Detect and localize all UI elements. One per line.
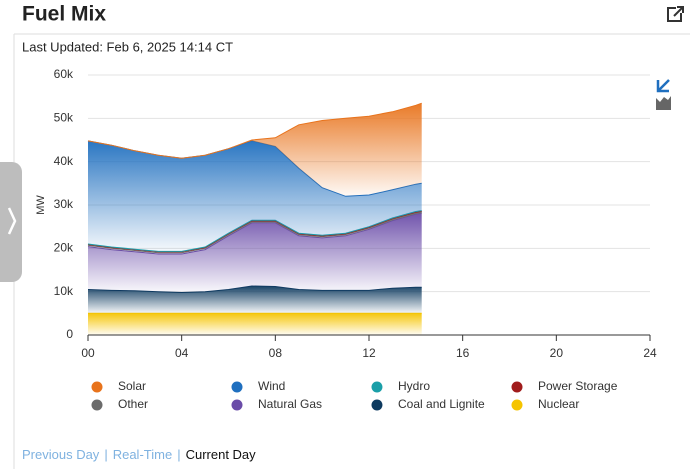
footer-links: Previous Day | Real-Time | Current Day [22,447,256,462]
area [88,140,422,252]
legend-swatch [371,399,383,411]
chart-tools[interactable] [656,79,671,110]
legend-swatch [511,399,523,411]
area-line [87,102,422,159]
legend-swatch [231,399,243,411]
y-axis-label: MW [35,195,47,215]
y-tick-label: 10k [54,284,74,298]
area [88,211,422,254]
y-tick-label: 60k [54,67,74,81]
legend-label: Hydro [398,379,430,393]
legend-swatch [511,381,523,393]
legend-label: Nuclear [538,397,579,411]
area [88,213,422,293]
y-tick-label: 0 [66,327,73,341]
area [88,103,422,197]
x-tick-label: 08 [269,346,283,360]
footer-separator: | [104,447,107,462]
footer-link[interactable]: Real-Time [113,447,172,462]
y-tick-label: 50k [54,111,74,125]
area [88,313,422,335]
legend-label: Other [118,397,148,411]
legend-swatch [371,381,383,393]
plot: 0 10k 20k 30k 40k 50k 60k 00 04 08 12 16 20 24 [54,67,657,360]
legend-label: Power Storage [538,379,618,393]
legend-label: Natural Gas [258,397,322,411]
legend-label: Coal and Lignite [398,397,485,411]
x-tick-label: 16 [456,346,470,360]
legend-label: Solar [118,379,146,393]
legend-label: Wind [258,379,285,393]
x-tick-label: 12 [362,346,376,360]
last-updated: Last Updated: Feb 6, 2025 14:14 CT [22,39,233,54]
x-tick-label: 04 [175,346,189,360]
y-tick-label: 40k [54,154,74,168]
legend-swatch [91,381,103,393]
footer-link[interactable]: Current Day [186,447,257,462]
external-link-icon[interactable] [667,6,684,22]
widget-title: Fuel Mix [22,3,106,26]
y-tick-label: 30k [54,197,74,211]
x-tick-label: 00 [81,346,95,360]
side-tab[interactable] [0,162,22,282]
legend-swatch [231,381,243,393]
legend-swatch [91,399,103,411]
footer-separator: | [177,447,180,462]
footer-link[interactable]: Previous Day [22,447,100,462]
x-tick-label: 20 [550,346,564,360]
y-tick-label: 20k [54,241,74,255]
area [88,286,422,314]
legend: Solar Wind Hydro Power Storage Other Natural … [91,379,618,411]
x-tick-label: 24 [643,346,657,360]
